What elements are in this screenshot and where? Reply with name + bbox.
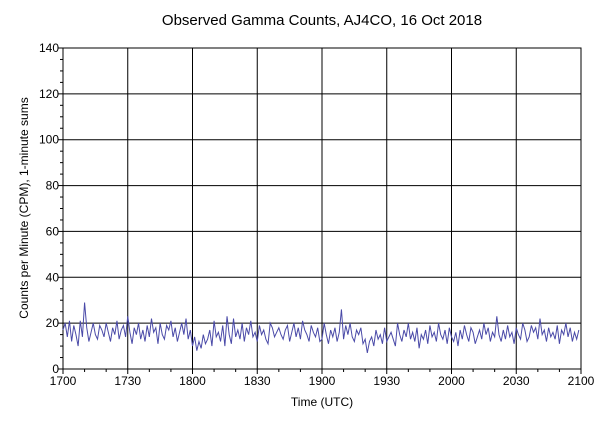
y-tick-label: 120	[39, 87, 59, 101]
x-axis-ticks: 1700 1730 1800 1830 1900 1930 2000 2030 2100	[50, 369, 595, 388]
y-tick-label: 0	[52, 362, 59, 376]
x-tick-label: 1700	[50, 374, 77, 388]
y-tick-label: 20	[46, 316, 60, 330]
y-axis-label: Counts per Minute (CPM), 1-minute sums	[17, 97, 31, 318]
x-tick-label: 1830	[244, 374, 271, 388]
chart-title: Observed Gamma Counts, AJ4CO, 16 Oct 201…	[162, 12, 482, 29]
y-tick-label: 40	[46, 270, 60, 284]
x-tick-label: 2030	[503, 374, 530, 388]
x-tick-label: 2000	[438, 374, 465, 388]
x-tick-label: 1800	[179, 374, 206, 388]
x-tick-label: 2100	[568, 374, 595, 388]
x-tick-label: 1730	[114, 374, 141, 388]
y-tick-label: 100	[39, 133, 59, 147]
grid	[63, 48, 581, 369]
x-tick-label: 1900	[309, 374, 336, 388]
y-tick-label: 80	[46, 179, 60, 193]
series-line	[62, 302, 580, 354]
x-tick-label: 1930	[373, 374, 400, 388]
series-gamma-counts	[62, 302, 580, 354]
y-tick-label: 140	[39, 41, 59, 55]
x-axis-label: Time (UTC)	[291, 395, 353, 409]
y-tick-label: 60	[46, 224, 60, 238]
y-axis-ticks: 0 20 40 60 80 100 120 140	[39, 41, 63, 376]
